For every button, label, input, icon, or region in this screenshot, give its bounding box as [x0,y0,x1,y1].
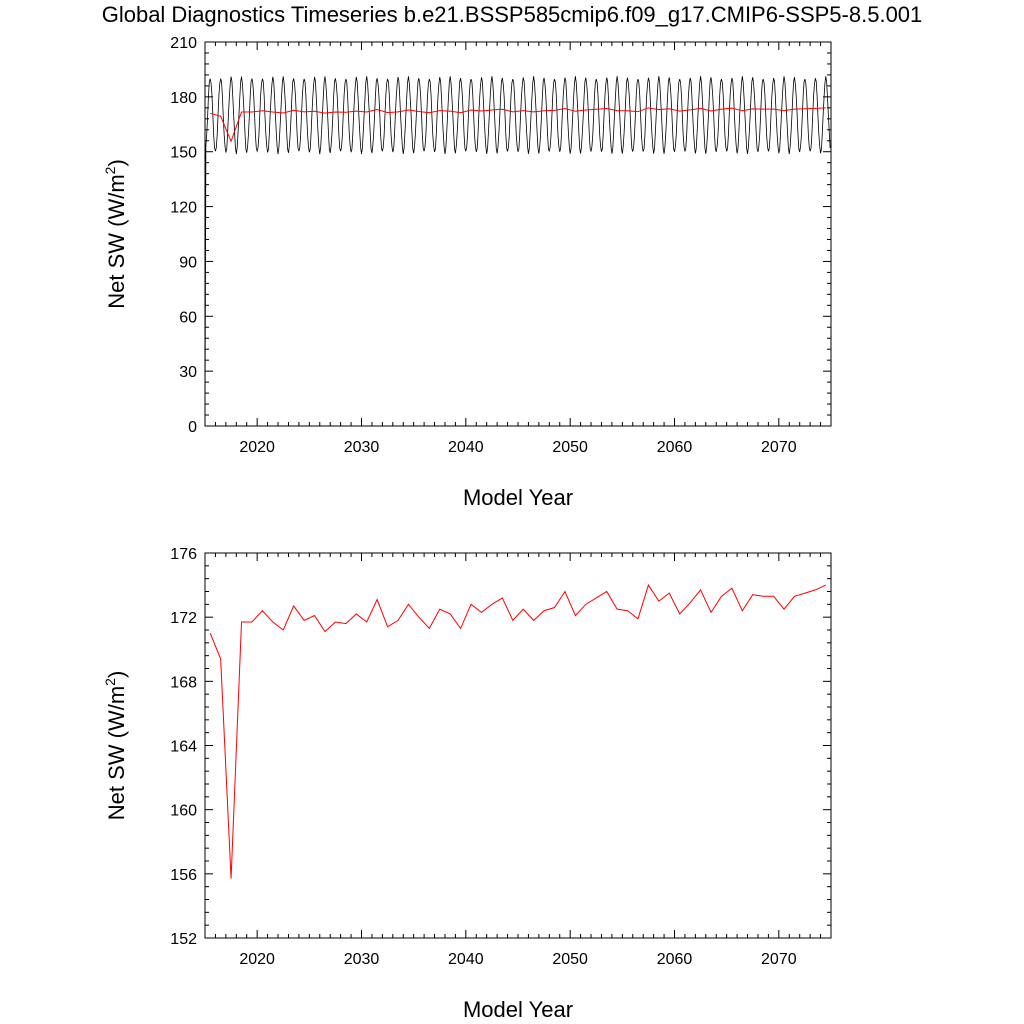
y-tick-label: 156 [170,867,197,884]
x-tick-label: 2060 [657,951,693,968]
x-tick-label: 2040 [448,439,484,456]
plot-frame [204,552,832,939]
y-axis-title-close: ) [104,671,129,678]
x-axis-title: Model Year [463,997,573,1022]
monthly-series-line [204,76,831,427]
y-tick-label: 160 [170,803,197,820]
x-tick-label: 2060 [657,439,693,456]
x-tick-label: 2030 [344,951,380,968]
y-axis-title-main: Net SW (W/m [104,686,129,820]
x-tick-label: 2070 [761,439,797,456]
x-tick-label: 2040 [448,951,484,968]
y-tick-label: 120 [170,200,197,217]
x-axis-title: Model Year [463,485,573,510]
y-tick-label: 150 [170,145,197,162]
y-tick-label: 60 [179,309,197,326]
y-tick-label: 210 [170,35,197,52]
x-tick-label: 2050 [552,951,588,968]
y-axis-title-superscript: 2 [102,166,118,174]
top-panel: 2020 2030 2040 2050 2060 2070 0 30 60 90 120 150 180… [102,35,832,510]
x-tick-label: 2050 [552,439,588,456]
x-tick-label: 2030 [344,439,380,456]
plot-frame [204,41,832,427]
y-axis-title: Net SW (W/m2) [102,671,129,821]
y-tick-label: 30 [179,364,197,381]
y-tick-label: 152 [170,931,197,948]
x-tick-label: 2020 [239,951,275,968]
bottom-panel: 2020 2030 2040 2050 2060 2070 152 156 160 164 168 1… [102,546,832,1022]
y-tick-label: 0 [188,419,197,436]
y-axis-title-close: ) [104,159,129,166]
y-tick-label: 172 [170,610,197,627]
y-tick-label: 176 [170,546,197,563]
y-tick-label: 168 [170,674,197,691]
y-axis-title-superscript: 2 [102,678,118,686]
y-tick-label: 90 [179,254,197,271]
y-axis-title-main: Net SW (W/m [104,174,129,308]
y-tick-label: 164 [170,739,197,756]
x-tick-label: 2020 [239,439,275,456]
y-axis-title: Net SW (W/m2) [102,159,129,309]
annual-mean-series-line [209,583,826,879]
y-tick-label: 180 [170,90,197,107]
x-tick-label: 2070 [761,951,797,968]
page-title: Global Diagnostics Timeseries b.e21.BSSP… [101,2,923,27]
annual-mean-series-line [210,107,826,143]
